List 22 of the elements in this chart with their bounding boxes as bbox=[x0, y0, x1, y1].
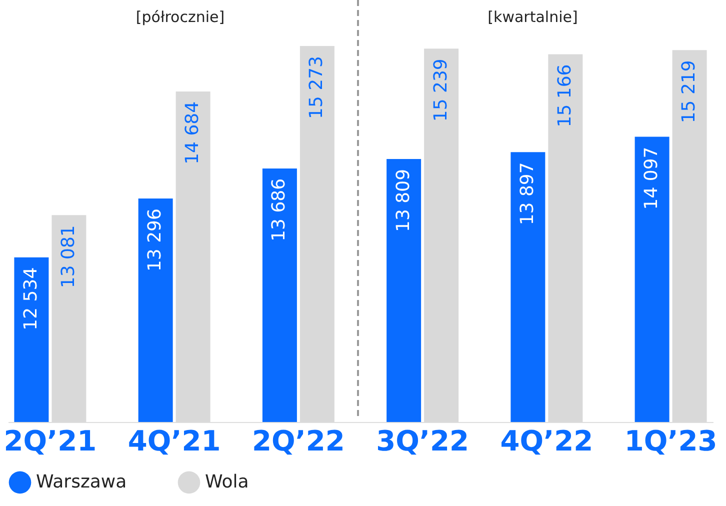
data-label: 14 097 bbox=[641, 146, 662, 210]
x-tick-label: 2Q’21 bbox=[4, 424, 97, 458]
data-label: 13 296 bbox=[144, 208, 166, 272]
data-label: 13 081 bbox=[58, 225, 79, 288]
text: [półrocznie] bbox=[136, 8, 225, 26]
data-label: 15 219 bbox=[678, 60, 700, 124]
x-tick-label: 3Q’22 bbox=[376, 424, 470, 458]
data-label: 15 273 bbox=[306, 56, 328, 119]
x-tick-label: 4Q’22 bbox=[500, 424, 594, 458]
data-label: 15 239 bbox=[430, 58, 452, 122]
legend-label: Warszawa bbox=[36, 471, 127, 492]
data-label: 15 166 bbox=[554, 64, 576, 128]
data-label: 12 534 bbox=[20, 267, 42, 330]
x-tick-label: 4Q’21 bbox=[128, 424, 221, 458]
legend-label: Wola bbox=[205, 471, 249, 492]
data-label: 14 684 bbox=[182, 101, 204, 164]
data-label: 13 686 bbox=[268, 178, 290, 242]
data-label: 13 897 bbox=[516, 162, 538, 226]
x-tick-label: 2Q’22 bbox=[252, 424, 345, 458]
data-label: 13 809 bbox=[392, 168, 414, 232]
x-tick-label: 1Q’23 bbox=[624, 424, 718, 458]
text: [kwartalnie] bbox=[488, 8, 578, 26]
